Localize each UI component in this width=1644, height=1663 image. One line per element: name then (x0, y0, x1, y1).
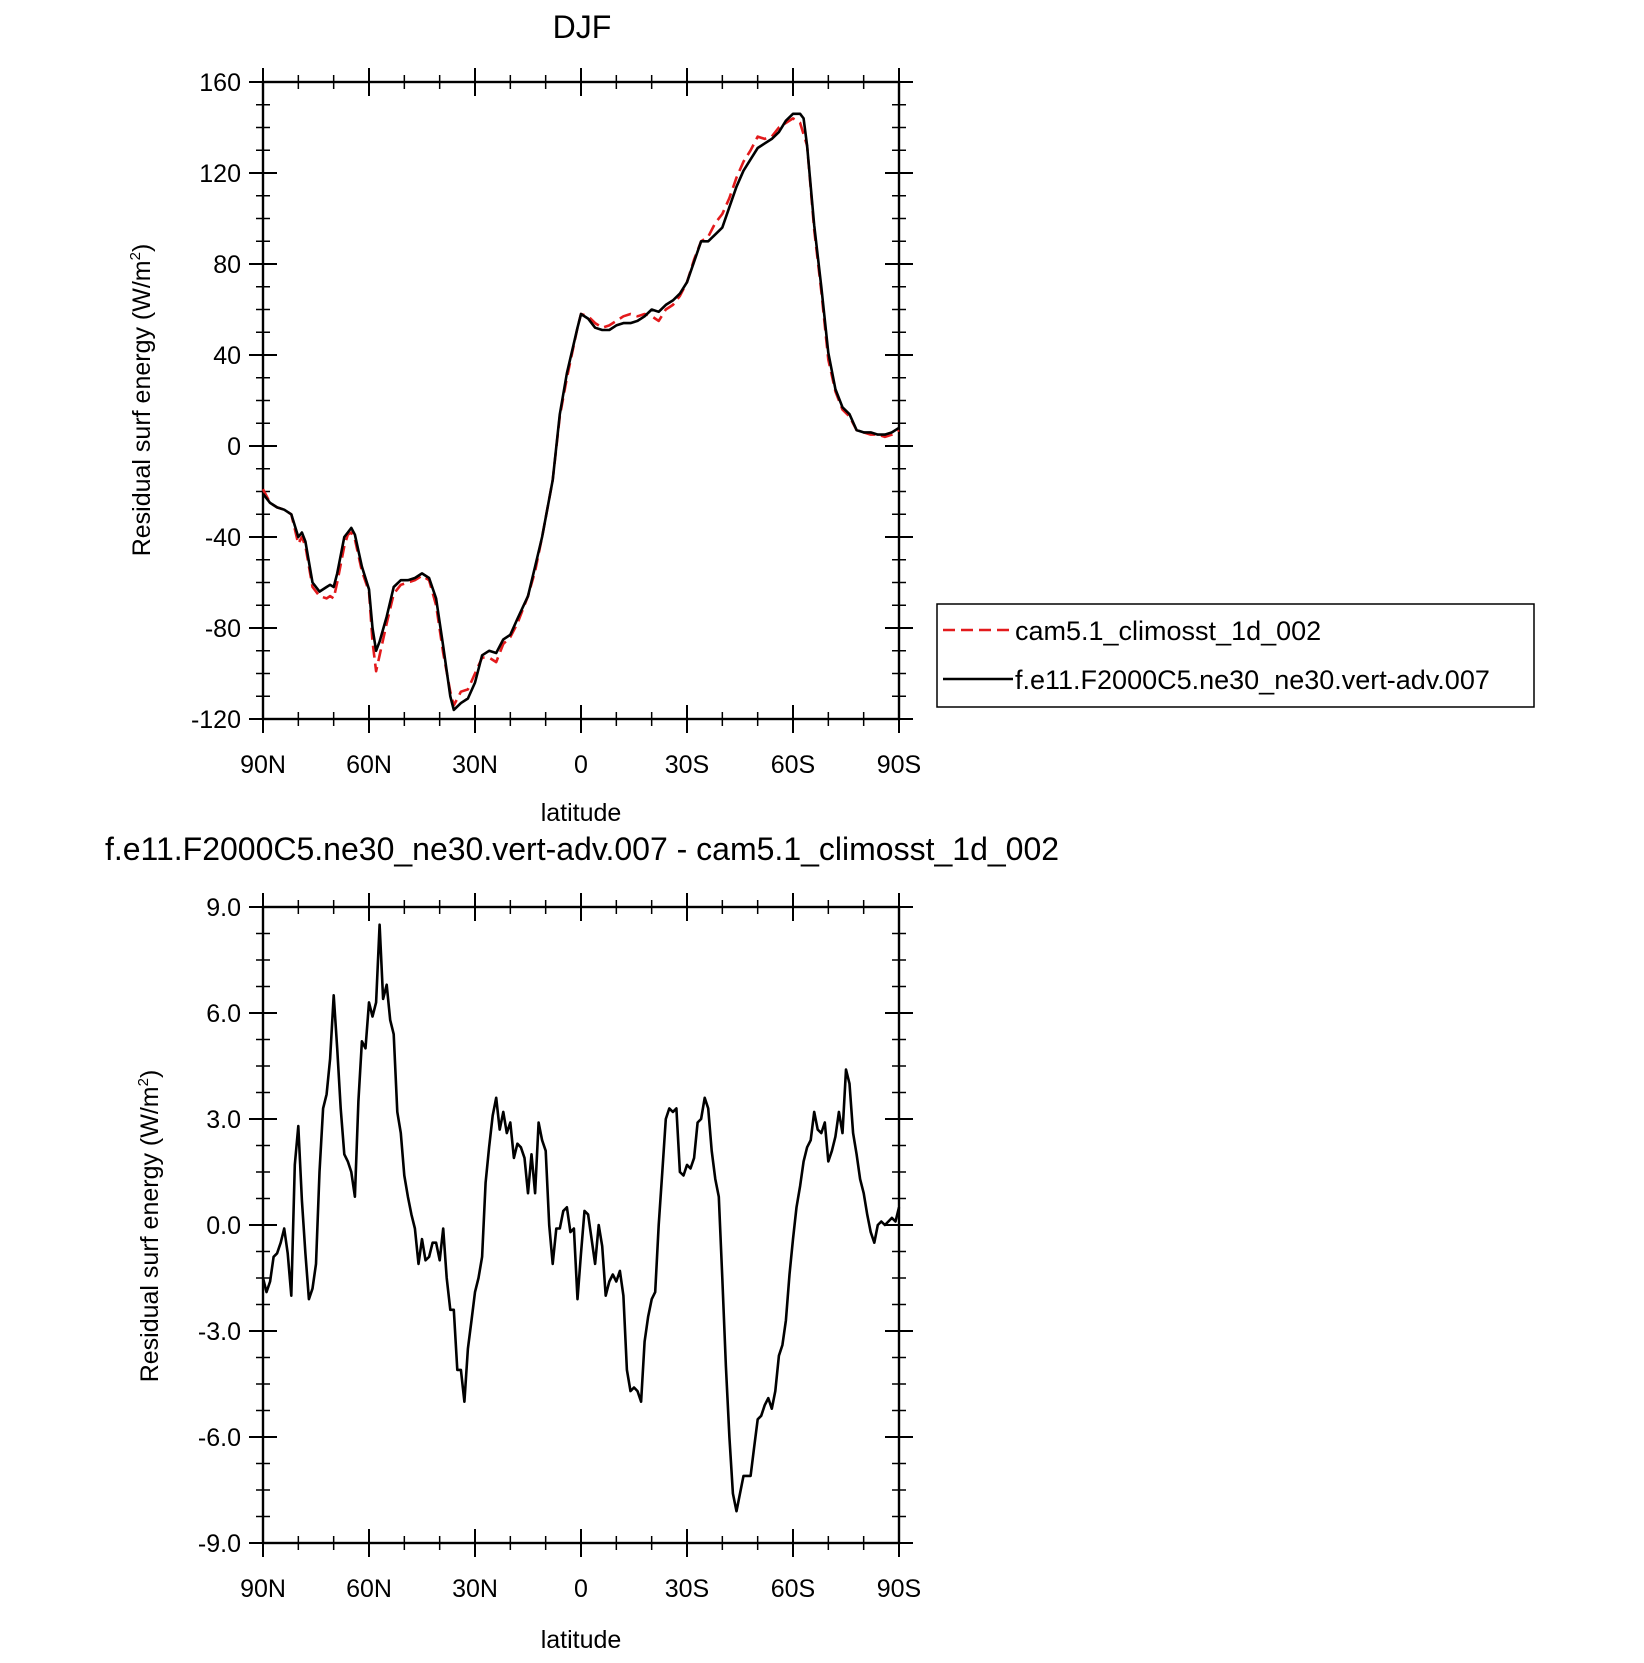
bottom-y-tick-label: -6.0 (198, 1424, 241, 1452)
top-y-axis-label-close: ) (128, 244, 156, 252)
bottom-y-tick-labels: 9.0 6.0 3.0 0.0 -3.0 -6.0 -9.0 (198, 894, 241, 1558)
bottom-y-axis-label-sup: 2 (135, 1078, 152, 1086)
top-y-axis-label-main: Residual surf energy (W/m (128, 260, 156, 556)
top-y-axis-label-sup: 2 (127, 252, 144, 260)
top-tick-marks (249, 68, 913, 733)
legend: cam5.1_climosst_1d_002 f.e11.F2000C5.ne3… (936, 603, 1535, 708)
bottom-series-line-0 (261, 923, 901, 1513)
bottom-x-tick-label: 30N (452, 1575, 498, 1603)
bottom-panel: f.e11.F2000C5.ne30_ne30.vert-adv.007 - c… (105, 831, 1059, 1654)
top-x-tick-label: 30S (665, 751, 709, 779)
bottom-y-axis-label: Residual surf energy (W/m2) (135, 1070, 164, 1383)
bottom-x-tick-label: 60S (771, 1575, 815, 1603)
bottom-x-tick-label: 60N (346, 1575, 392, 1603)
top-y-tick-label: 80 (213, 251, 241, 279)
bottom-x-tick-labels: 90N 60N 30N 0 30S 60S 90S (240, 1575, 921, 1603)
top-y-tick-label: -40 (205, 524, 241, 552)
top-plot-frame (261, 80, 901, 721)
legend-box (936, 603, 1535, 708)
bottom-y-tick-label: -9.0 (198, 1530, 241, 1558)
top-x-tick-label: 0 (574, 751, 588, 779)
top-y-tick-label: -120 (191, 706, 241, 734)
top-y-tick-label: 0 (227, 433, 241, 461)
top-x-tick-label: 60N (346, 751, 392, 779)
top-y-tick-label: 160 (199, 69, 241, 97)
legend-label-fe11: f.e11.F2000C5.ne30_ne30.vert-adv.007 (1015, 665, 1490, 695)
bottom-x-tick-label: 90S (877, 1575, 921, 1603)
bottom-y-tick-label: 3.0 (206, 1106, 241, 1134)
top-series-lines (261, 112, 900, 712)
bottom-y-axis-label-close: ) (136, 1070, 164, 1078)
bottom-plot-frame (261, 905, 901, 1545)
bottom-x-tick-label: 0 (574, 1575, 588, 1603)
top-y-tick-label: -80 (205, 615, 241, 643)
top-x-tick-labels: 90N 60N 30N 0 30S 60S 90S (240, 751, 921, 779)
bottom-chart-title: f.e11.F2000C5.ne30_ne30.vert-adv.007 - c… (105, 831, 1059, 867)
bottom-series-lines (261, 923, 901, 1513)
top-series-line-1 (261, 112, 900, 712)
top-x-tick-label: 30N (452, 751, 498, 779)
legend-label-cam5: cam5.1_climosst_1d_002 (1015, 616, 1321, 646)
top-x-tick-label: 90N (240, 751, 286, 779)
top-panel: DJF 160 120 80 40 0 -40 -80 -120 90N 60N 30N 0 30S 6… (127, 9, 1535, 827)
bottom-x-axis-label: latitude (541, 1626, 622, 1654)
bottom-x-tick-label: 30S (665, 1575, 709, 1603)
top-y-tick-label: 40 (213, 342, 241, 370)
bottom-y-tick-label: 9.0 (206, 894, 241, 922)
bottom-x-tick-label: 90N (240, 1575, 286, 1603)
top-y-tick-labels: 160 120 80 40 0 -40 -80 -120 (191, 69, 241, 734)
top-y-tick-label: 120 (199, 160, 241, 188)
top-y-axis-label: Residual surf energy (W/m2) (127, 244, 156, 557)
bottom-y-tick-label: 6.0 (206, 1000, 241, 1028)
top-x-tick-label: 90S (877, 751, 921, 779)
bottom-tick-marks (249, 893, 913, 1557)
top-series-line-0 (261, 117, 900, 707)
top-chart-title: DJF (553, 9, 612, 45)
top-x-axis-label: latitude (541, 799, 622, 827)
bottom-y-tick-label: -3.0 (198, 1318, 241, 1346)
bottom-y-axis-label-main: Residual surf energy (W/m (136, 1086, 164, 1382)
bottom-y-tick-label: 0.0 (206, 1212, 241, 1240)
top-x-tick-label: 60S (771, 751, 815, 779)
